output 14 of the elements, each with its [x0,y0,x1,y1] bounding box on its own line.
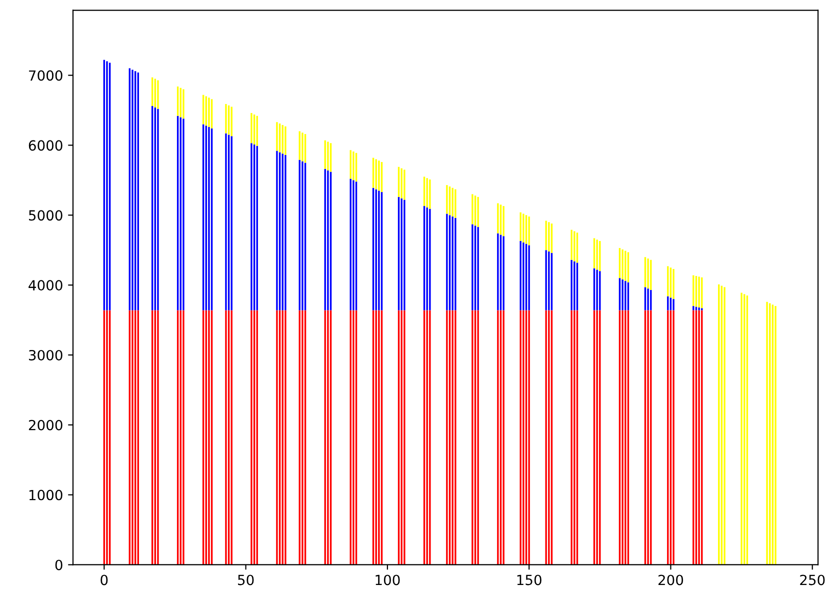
x-tick-label: 250 [800,574,825,586]
x-tick-label: 100 [376,574,400,586]
y-tick-label: 1000 [29,490,62,500]
x-tick-label: 50 [238,574,254,586]
y-tick-label: 3000 [28,350,62,360]
x-tick-label: 200 [658,574,684,586]
y-tick-label: 6000 [28,140,62,151]
x-tick-label: 0 [100,574,108,586]
y-tick-label: 7000 [29,70,62,81]
y-tick-label: 0 [55,560,62,570]
y-tick-label: 2000 [28,420,62,430]
y-tick-label: 4000 [28,280,62,291]
x-tick-label: 150 [517,574,542,586]
y-tick-label: 5000 [28,210,62,221]
